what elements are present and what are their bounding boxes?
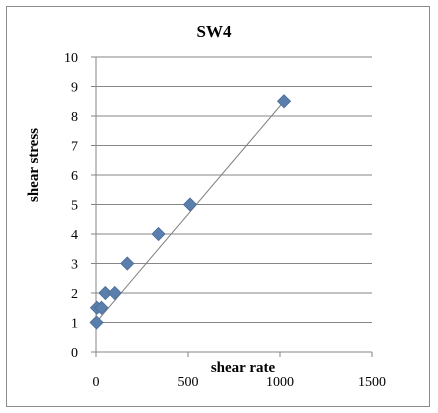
y-tick-label: 0	[71, 346, 78, 361]
data-point	[98, 285, 113, 301]
y-tick-label: 6	[71, 169, 78, 184]
x-tick-label: 0	[93, 375, 100, 390]
y-tick-label: 9	[71, 81, 78, 96]
y-tick-label: 10	[64, 51, 78, 66]
y-tick-label: 1	[71, 317, 78, 332]
x-axis-title: shear rate	[211, 360, 276, 376]
x-axis-ticks: 0 500 1000 1500	[93, 352, 386, 390]
data-point	[151, 226, 166, 242]
data-point	[276, 94, 292, 109]
data-point	[94, 300, 109, 315]
y-tick-label: 7	[71, 140, 78, 155]
y-axis-ticks: 0 1 2 3 4 5 6 7 8 9 10	[64, 51, 96, 361]
x-tick-label: 1500	[358, 375, 386, 390]
data-point	[182, 197, 198, 212]
data-point	[120, 256, 135, 271]
y-tick-label: 4	[71, 228, 78, 243]
y-axis-title: shear stress	[26, 128, 42, 202]
data-point	[107, 285, 122, 301]
chart-title: SW4	[197, 22, 232, 41]
gridlines	[96, 56, 372, 323]
y-tick-label: 5	[71, 199, 78, 214]
x-tick-label: 1000	[266, 375, 294, 390]
x-tick-label: 500	[178, 375, 199, 390]
chart-frame	[6, 6, 430, 407]
data-points	[89, 94, 292, 330]
y-tick-label: 3	[71, 258, 78, 273]
y-tick-label: 2	[71, 287, 78, 302]
y-tick-label: 8	[71, 110, 78, 125]
data-point	[89, 315, 104, 330]
trendline	[95, 100, 285, 323]
